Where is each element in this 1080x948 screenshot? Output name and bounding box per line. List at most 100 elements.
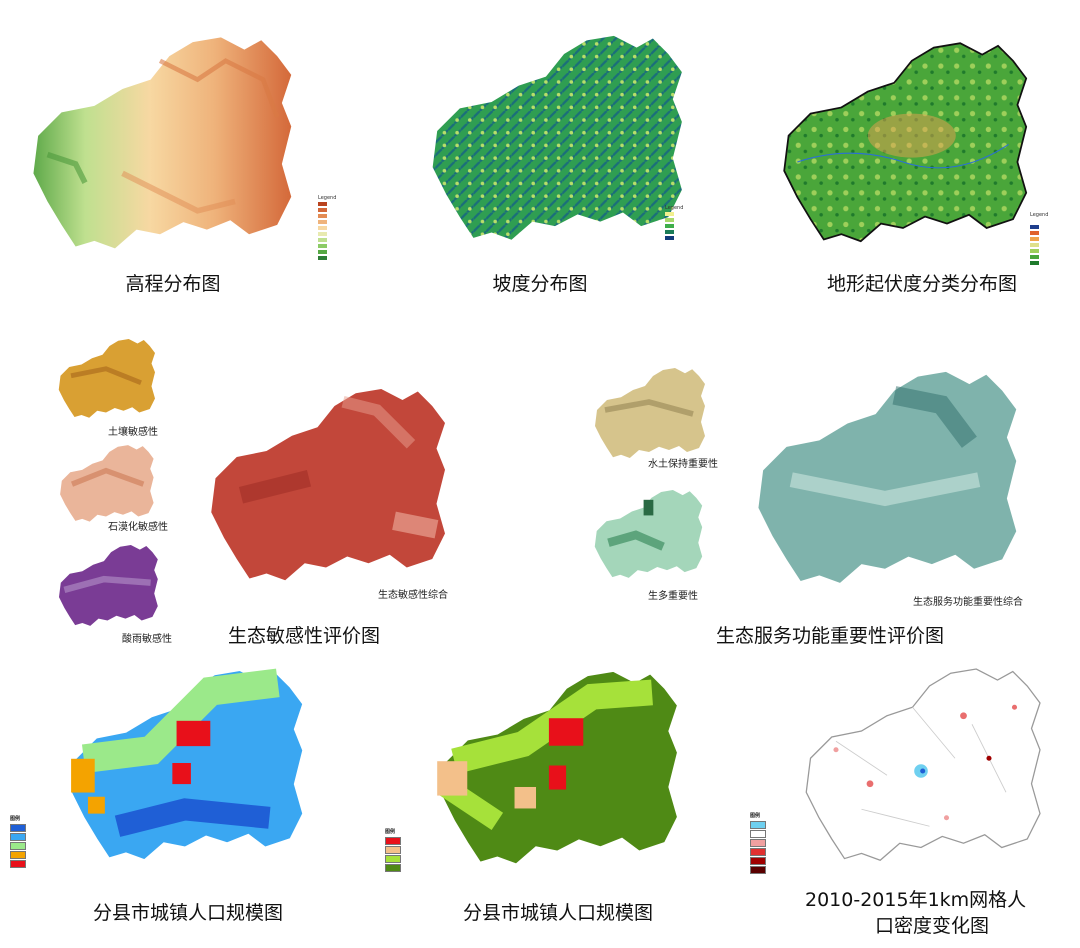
eco-sensitivity-caption: 生态敏感性评价图 [227, 625, 380, 647]
legend-swatch [750, 865, 766, 874]
eco-sensitivity-combined-map [190, 355, 462, 610]
legend-row [750, 847, 769, 856]
legend-swatch [318, 202, 327, 206]
legend-swatch [750, 820, 766, 829]
legend-row [318, 249, 336, 255]
legend-swatch [1030, 237, 1039, 241]
legend-swatch [318, 238, 327, 242]
elevation-caption: 高程分布图 [125, 273, 221, 295]
legend-row [318, 225, 336, 231]
soil-sensitivity-map [50, 330, 162, 425]
legend-swatch [750, 838, 766, 847]
urban-population-map-a [50, 648, 320, 878]
population-density-change-map [785, 650, 1057, 875]
legend-title: 图例 [385, 829, 396, 835]
slope-caption: 坡度分布图 [492, 273, 588, 295]
legend-row [665, 211, 683, 217]
legend-swatch [318, 232, 327, 236]
legend-swatch [1030, 225, 1039, 229]
acid-rain-label: 酸雨敏感性 [122, 634, 172, 645]
legend-row [1030, 248, 1048, 254]
legend-row [10, 841, 29, 850]
legend-title: Legend [318, 195, 337, 201]
water-conservation-map [585, 362, 713, 462]
legend-row [1030, 242, 1048, 248]
legend-swatch [385, 854, 401, 863]
legend-swatch [318, 250, 327, 254]
biodiversity-label: 生多重要性 [648, 591, 698, 602]
legend-row [1030, 230, 1048, 236]
legend-swatch [385, 845, 401, 854]
legend-swatch [10, 832, 26, 841]
legend-row [665, 223, 683, 229]
elevation-map-panel [10, 18, 310, 263]
legend-row [318, 219, 336, 225]
elevation-map [33, 37, 292, 249]
relief-caption: 地形起伏度分类分布图 [826, 273, 1017, 295]
legend-swatch [665, 224, 674, 228]
legend-row [750, 856, 769, 865]
legend-row [318, 213, 336, 219]
legend-row [665, 217, 683, 223]
slope-legend: Legend [665, 205, 683, 241]
eco-service-caption: 生态服务功能重要性评价图 [715, 625, 944, 647]
pop-a-legend: 图例 [10, 815, 29, 868]
eco-sensitivity-combined-label: 生态敏感性综合 [378, 590, 448, 601]
legend-swatch [318, 214, 327, 218]
legend-row [318, 207, 336, 213]
legend-swatch [318, 220, 327, 224]
legend-row [1030, 254, 1048, 260]
soil-sensitivity-label: 土壤敏感性 [108, 427, 158, 438]
legend-row [318, 237, 336, 243]
legend-row [318, 201, 336, 207]
legend-row [665, 235, 683, 241]
legend-row [750, 820, 769, 829]
legend-row [1030, 236, 1048, 242]
legend-row [10, 859, 29, 868]
legend-row [665, 229, 683, 235]
legend-title: Legend [1030, 212, 1049, 218]
legend-row [318, 255, 336, 261]
legend-title: 图例 [10, 816, 21, 822]
legend-row [318, 231, 336, 237]
density-caption-line1: 2010-2015年1km网格人 [805, 889, 1027, 911]
relief-map [783, 42, 1028, 243]
legend-row [385, 836, 404, 845]
legend-swatch [665, 218, 674, 222]
slope-map [432, 35, 682, 240]
legend-swatch [385, 863, 401, 872]
elevation-legend: Legend [318, 195, 336, 261]
legend-row [1030, 218, 1048, 224]
density-caption-line2: 口密度变化图 [875, 915, 990, 937]
legend-swatch [1030, 261, 1039, 265]
eco-service-combined-map [735, 340, 1035, 610]
legend-swatch [1030, 255, 1039, 259]
water-conservation-label: 水土保持重要性 [648, 459, 718, 470]
legend-swatch [750, 829, 766, 838]
legend-swatch [10, 859, 26, 868]
legend-swatch [1030, 243, 1039, 247]
legend-row [750, 838, 769, 847]
legend-row [385, 845, 404, 854]
legend-swatch [318, 208, 327, 212]
legend-swatch [750, 847, 766, 856]
legend-title: Legend [665, 205, 684, 211]
biodiversity-map [585, 478, 710, 588]
legend-swatch [10, 850, 26, 859]
legend-title: 图例 [750, 813, 761, 819]
rocky-desertification-label: 石漠化敏感性 [108, 522, 168, 533]
legend-swatch [385, 836, 401, 845]
legend-swatch [318, 244, 327, 248]
relief-map-panel [748, 30, 1058, 250]
legend-swatch [665, 236, 674, 240]
legend-swatch [10, 841, 26, 850]
legend-swatch [665, 230, 674, 234]
legend-swatch [1030, 231, 1039, 235]
legend-row [1030, 224, 1048, 230]
acid-rain-map [50, 537, 165, 632]
legend-swatch [1030, 219, 1039, 223]
eco-service-combined-label: 生态服务功能重要性综合 [913, 597, 1023, 608]
legend-swatch [750, 856, 766, 865]
density-legend: 图例 [750, 812, 769, 874]
slope-map-panel [410, 18, 700, 253]
